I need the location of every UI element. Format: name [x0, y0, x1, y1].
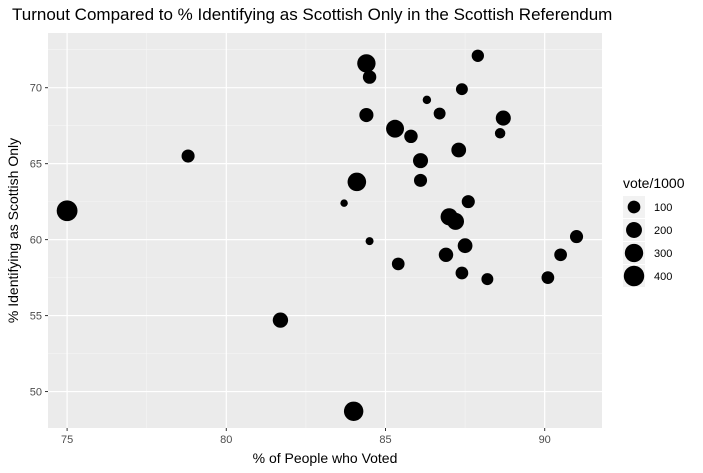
- data-point: [181, 149, 195, 163]
- data-point: [343, 401, 364, 422]
- x-tick-label: 90: [539, 434, 551, 446]
- data-point: [359, 107, 374, 123]
- legend-key-label: 400: [654, 271, 672, 283]
- data-point: [455, 83, 468, 96]
- legend-key-label: 100: [654, 202, 672, 214]
- data-point: [471, 49, 484, 62]
- data-point: [347, 172, 367, 192]
- legend-key-label: 200: [654, 225, 672, 237]
- data-point: [413, 173, 428, 187]
- y-tick-label: 55: [30, 311, 42, 323]
- data-point: [340, 199, 348, 207]
- data-point: [541, 271, 555, 284]
- minor-gridlines: [48, 33, 602, 428]
- data-point: [569, 230, 584, 244]
- plot-panel: [48, 33, 602, 428]
- y-tick-label: 65: [30, 159, 42, 171]
- data-point: [386, 119, 405, 138]
- legend-key-circle: [627, 200, 641, 214]
- data-point: [451, 142, 467, 158]
- data-point: [422, 95, 432, 105]
- data-point: [457, 238, 473, 254]
- legend-key-circle: [623, 265, 645, 287]
- data-point: [495, 110, 511, 126]
- data-point: [438, 247, 454, 263]
- y-axis: 50 55 60 65 70: [30, 83, 48, 399]
- x-tick-label: 85: [379, 434, 391, 446]
- chart-title: Turnout Compared to % Identifying as Sco…: [12, 5, 613, 24]
- x-tick-label: 80: [220, 434, 232, 446]
- legend-title: vote/1000: [623, 175, 685, 191]
- x-axis-title: % of People who Voted: [253, 450, 398, 466]
- data-point: [447, 212, 465, 230]
- legend-key-label: 300: [654, 248, 672, 260]
- data-point: [494, 128, 506, 139]
- x-axis: 75 80 85 90: [61, 428, 551, 446]
- data-point: [391, 257, 405, 271]
- y-tick-label: 50: [30, 387, 42, 399]
- legend-key-circle: [626, 222, 642, 238]
- data-point: [357, 54, 376, 73]
- data-point: [404, 129, 418, 144]
- y-axis-title: % Identifying as Scottish Only: [5, 138, 21, 323]
- data-point: [433, 107, 446, 120]
- x-tick-label: 75: [61, 434, 73, 446]
- data-point: [554, 248, 567, 262]
- data-point: [272, 312, 289, 328]
- data-point: [56, 200, 78, 222]
- y-tick-label: 70: [30, 83, 42, 95]
- data-point: [461, 195, 475, 209]
- data-point: [412, 153, 429, 169]
- data-points: [56, 49, 584, 422]
- major-gridlines: [48, 33, 602, 428]
- data-point: [365, 237, 374, 246]
- legend-keys: 100 200 300 400: [623, 196, 672, 287]
- size-legend: vote/1000 100 200 300 400: [623, 175, 685, 287]
- legend-key-circle: [624, 243, 644, 263]
- data-point: [362, 70, 377, 84]
- data-point: [455, 266, 469, 280]
- y-tick-label: 60: [30, 235, 42, 247]
- data-point: [481, 273, 494, 286]
